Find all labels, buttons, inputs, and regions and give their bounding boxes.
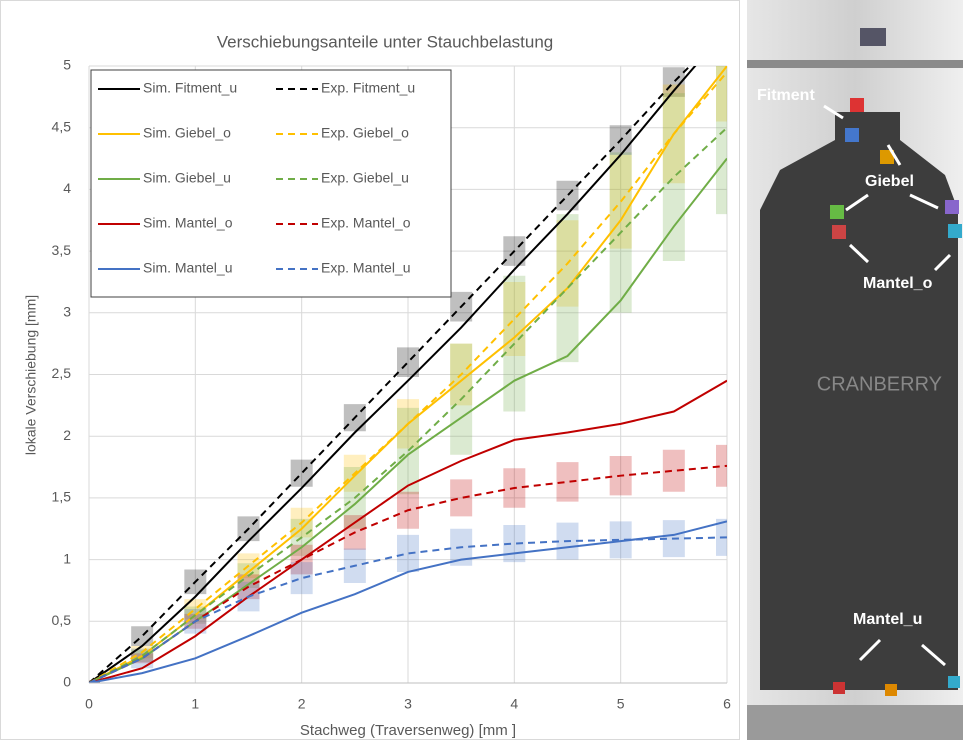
y-tick-label: 3 xyxy=(63,304,71,320)
y-tick-label: 5 xyxy=(63,57,71,73)
y-tick-label: 2 xyxy=(63,427,71,443)
chart-title: Verschiebungsanteile unter Stauchbelastu… xyxy=(217,32,553,51)
photo-label: Fitment xyxy=(757,87,815,104)
press-plate xyxy=(747,705,963,740)
photo-label: Giebel xyxy=(865,173,914,190)
marker xyxy=(948,224,962,238)
y-tick-label: 1 xyxy=(63,550,71,566)
x-tick-label: 5 xyxy=(617,696,625,712)
marker xyxy=(948,676,960,688)
marker xyxy=(885,684,897,696)
marker xyxy=(860,28,886,46)
legend-label: Exp. Fitment_u xyxy=(321,80,415,96)
legend-label: Exp. Giebel_u xyxy=(321,170,409,186)
legend-label: Sim. Mantel_o xyxy=(143,215,233,231)
carton-print: CRANBERRY xyxy=(817,373,942,395)
x-tick-label: 4 xyxy=(510,696,518,712)
photo-label: Mantel_u xyxy=(853,611,922,628)
x-tick-label: 2 xyxy=(298,696,306,712)
marker xyxy=(845,128,859,142)
press-plate xyxy=(747,60,963,68)
x-tick-label: 0 xyxy=(85,696,93,712)
marker xyxy=(833,682,845,694)
legend-label: Sim. Giebel_o xyxy=(143,125,231,141)
y-tick-label: 0,5 xyxy=(52,612,72,628)
y-tick-label: 2,5 xyxy=(52,365,72,381)
legend-label: Sim. Giebel_u xyxy=(143,170,231,186)
page: Verschiebungsanteile unter Stauchbelastu… xyxy=(0,0,963,740)
marker xyxy=(830,205,844,219)
photo: CRANBERRY Fitment Giebel Mantel_o Mantel… xyxy=(747,0,963,740)
legend-label: Exp. Giebel_o xyxy=(321,125,409,141)
marker xyxy=(832,225,846,239)
x-tick-label: 3 xyxy=(404,696,412,712)
x-tick-label: 6 xyxy=(723,696,731,712)
legend-label: Exp. Mantel_o xyxy=(321,215,411,231)
legend-label: Sim. Mantel_u xyxy=(143,260,232,276)
photo-label: Mantel_o xyxy=(863,275,933,292)
carton xyxy=(760,112,958,690)
y-tick-label: 3,5 xyxy=(52,242,72,258)
x-tick-label: 1 xyxy=(191,696,199,712)
y-tick-label: 1,5 xyxy=(52,489,72,505)
marker xyxy=(945,200,959,214)
y-tick-label: 0 xyxy=(63,674,71,690)
legend-label: Sim. Fitment_u xyxy=(143,80,237,96)
y-axis-label: lokale Verschiebung [mm] xyxy=(23,295,39,455)
y-tick-label: 4 xyxy=(63,180,71,196)
y-tick-label: 4,5 xyxy=(52,118,72,134)
marker xyxy=(850,98,864,112)
x-axis-label: Stachweg (Traversenweg) [mm ] xyxy=(300,722,516,739)
legend-label: Exp. Mantel_u xyxy=(321,260,411,276)
